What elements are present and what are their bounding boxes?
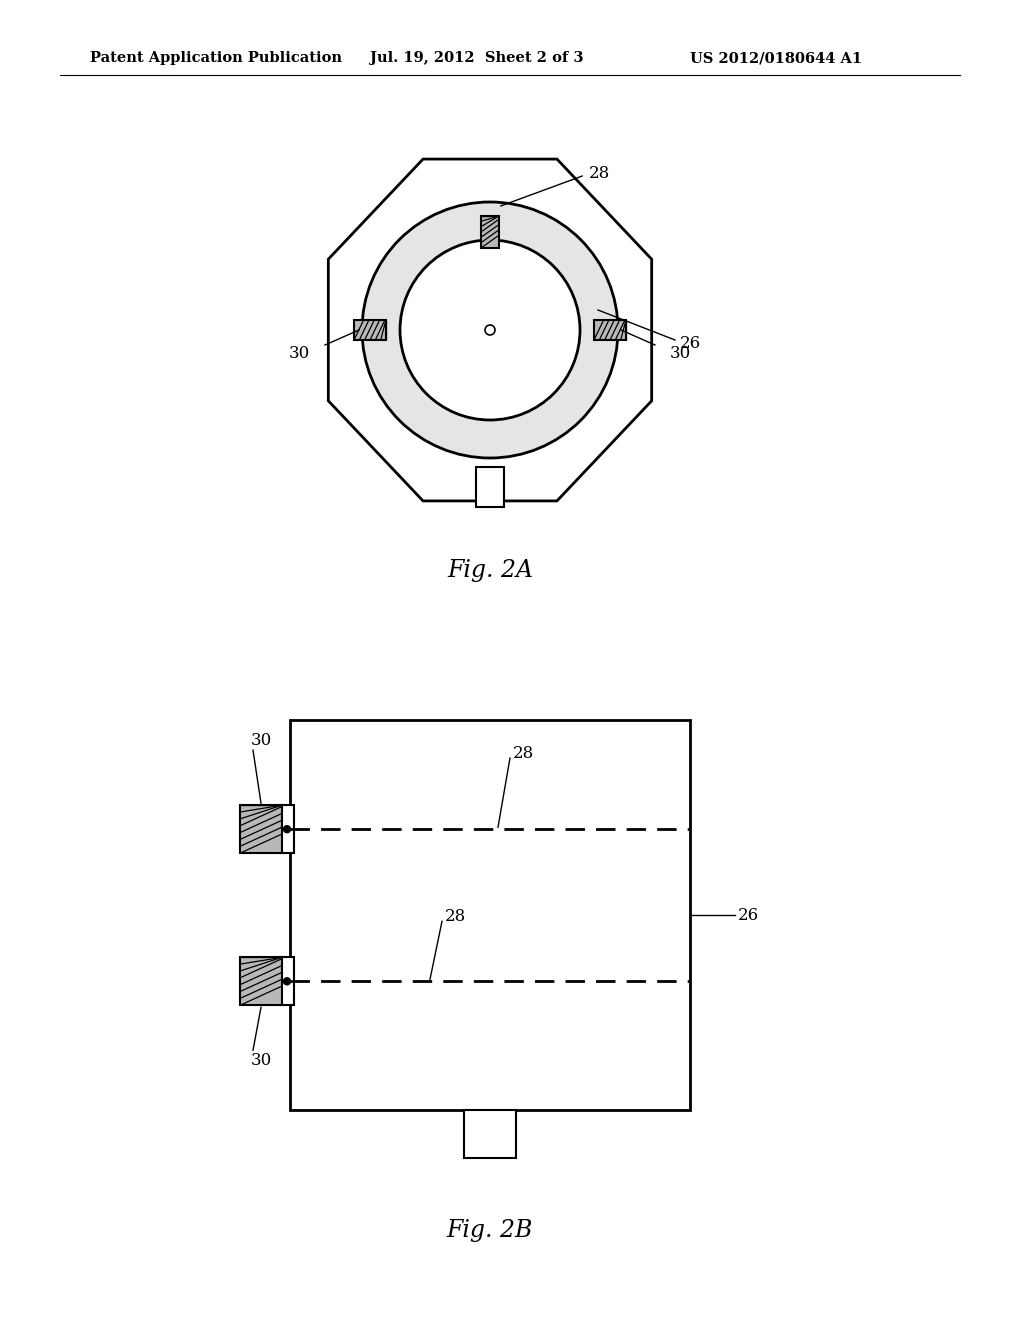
- Text: Fig. 2B: Fig. 2B: [446, 1218, 534, 1242]
- Text: 30: 30: [251, 731, 272, 748]
- Text: 28: 28: [513, 744, 535, 762]
- Circle shape: [284, 826, 291, 833]
- Circle shape: [485, 325, 495, 335]
- Bar: [481, 216, 499, 248]
- Bar: [594, 319, 626, 341]
- Text: 30: 30: [251, 1052, 272, 1069]
- Text: Jul. 19, 2012  Sheet 2 of 3: Jul. 19, 2012 Sheet 2 of 3: [370, 51, 584, 65]
- Text: Fig. 2A: Fig. 2A: [447, 558, 534, 582]
- Text: Patent Application Publication: Patent Application Publication: [90, 51, 342, 65]
- Text: 26: 26: [738, 907, 759, 924]
- Text: 28: 28: [589, 165, 610, 181]
- Text: US 2012/0180644 A1: US 2012/0180644 A1: [690, 51, 862, 65]
- Text: 30: 30: [670, 345, 691, 362]
- Text: 30: 30: [289, 345, 310, 362]
- Bar: [280, 805, 294, 853]
- Text: 26: 26: [680, 335, 701, 352]
- Bar: [476, 467, 504, 507]
- Circle shape: [284, 978, 291, 985]
- Bar: [290, 719, 690, 1110]
- Bar: [464, 1110, 516, 1158]
- Bar: [240, 957, 282, 1006]
- Bar: [280, 957, 294, 1006]
- Bar: [354, 319, 386, 341]
- Circle shape: [362, 202, 618, 458]
- Bar: [240, 805, 282, 853]
- Polygon shape: [329, 160, 651, 500]
- Text: 28: 28: [445, 908, 466, 925]
- Circle shape: [400, 240, 580, 420]
